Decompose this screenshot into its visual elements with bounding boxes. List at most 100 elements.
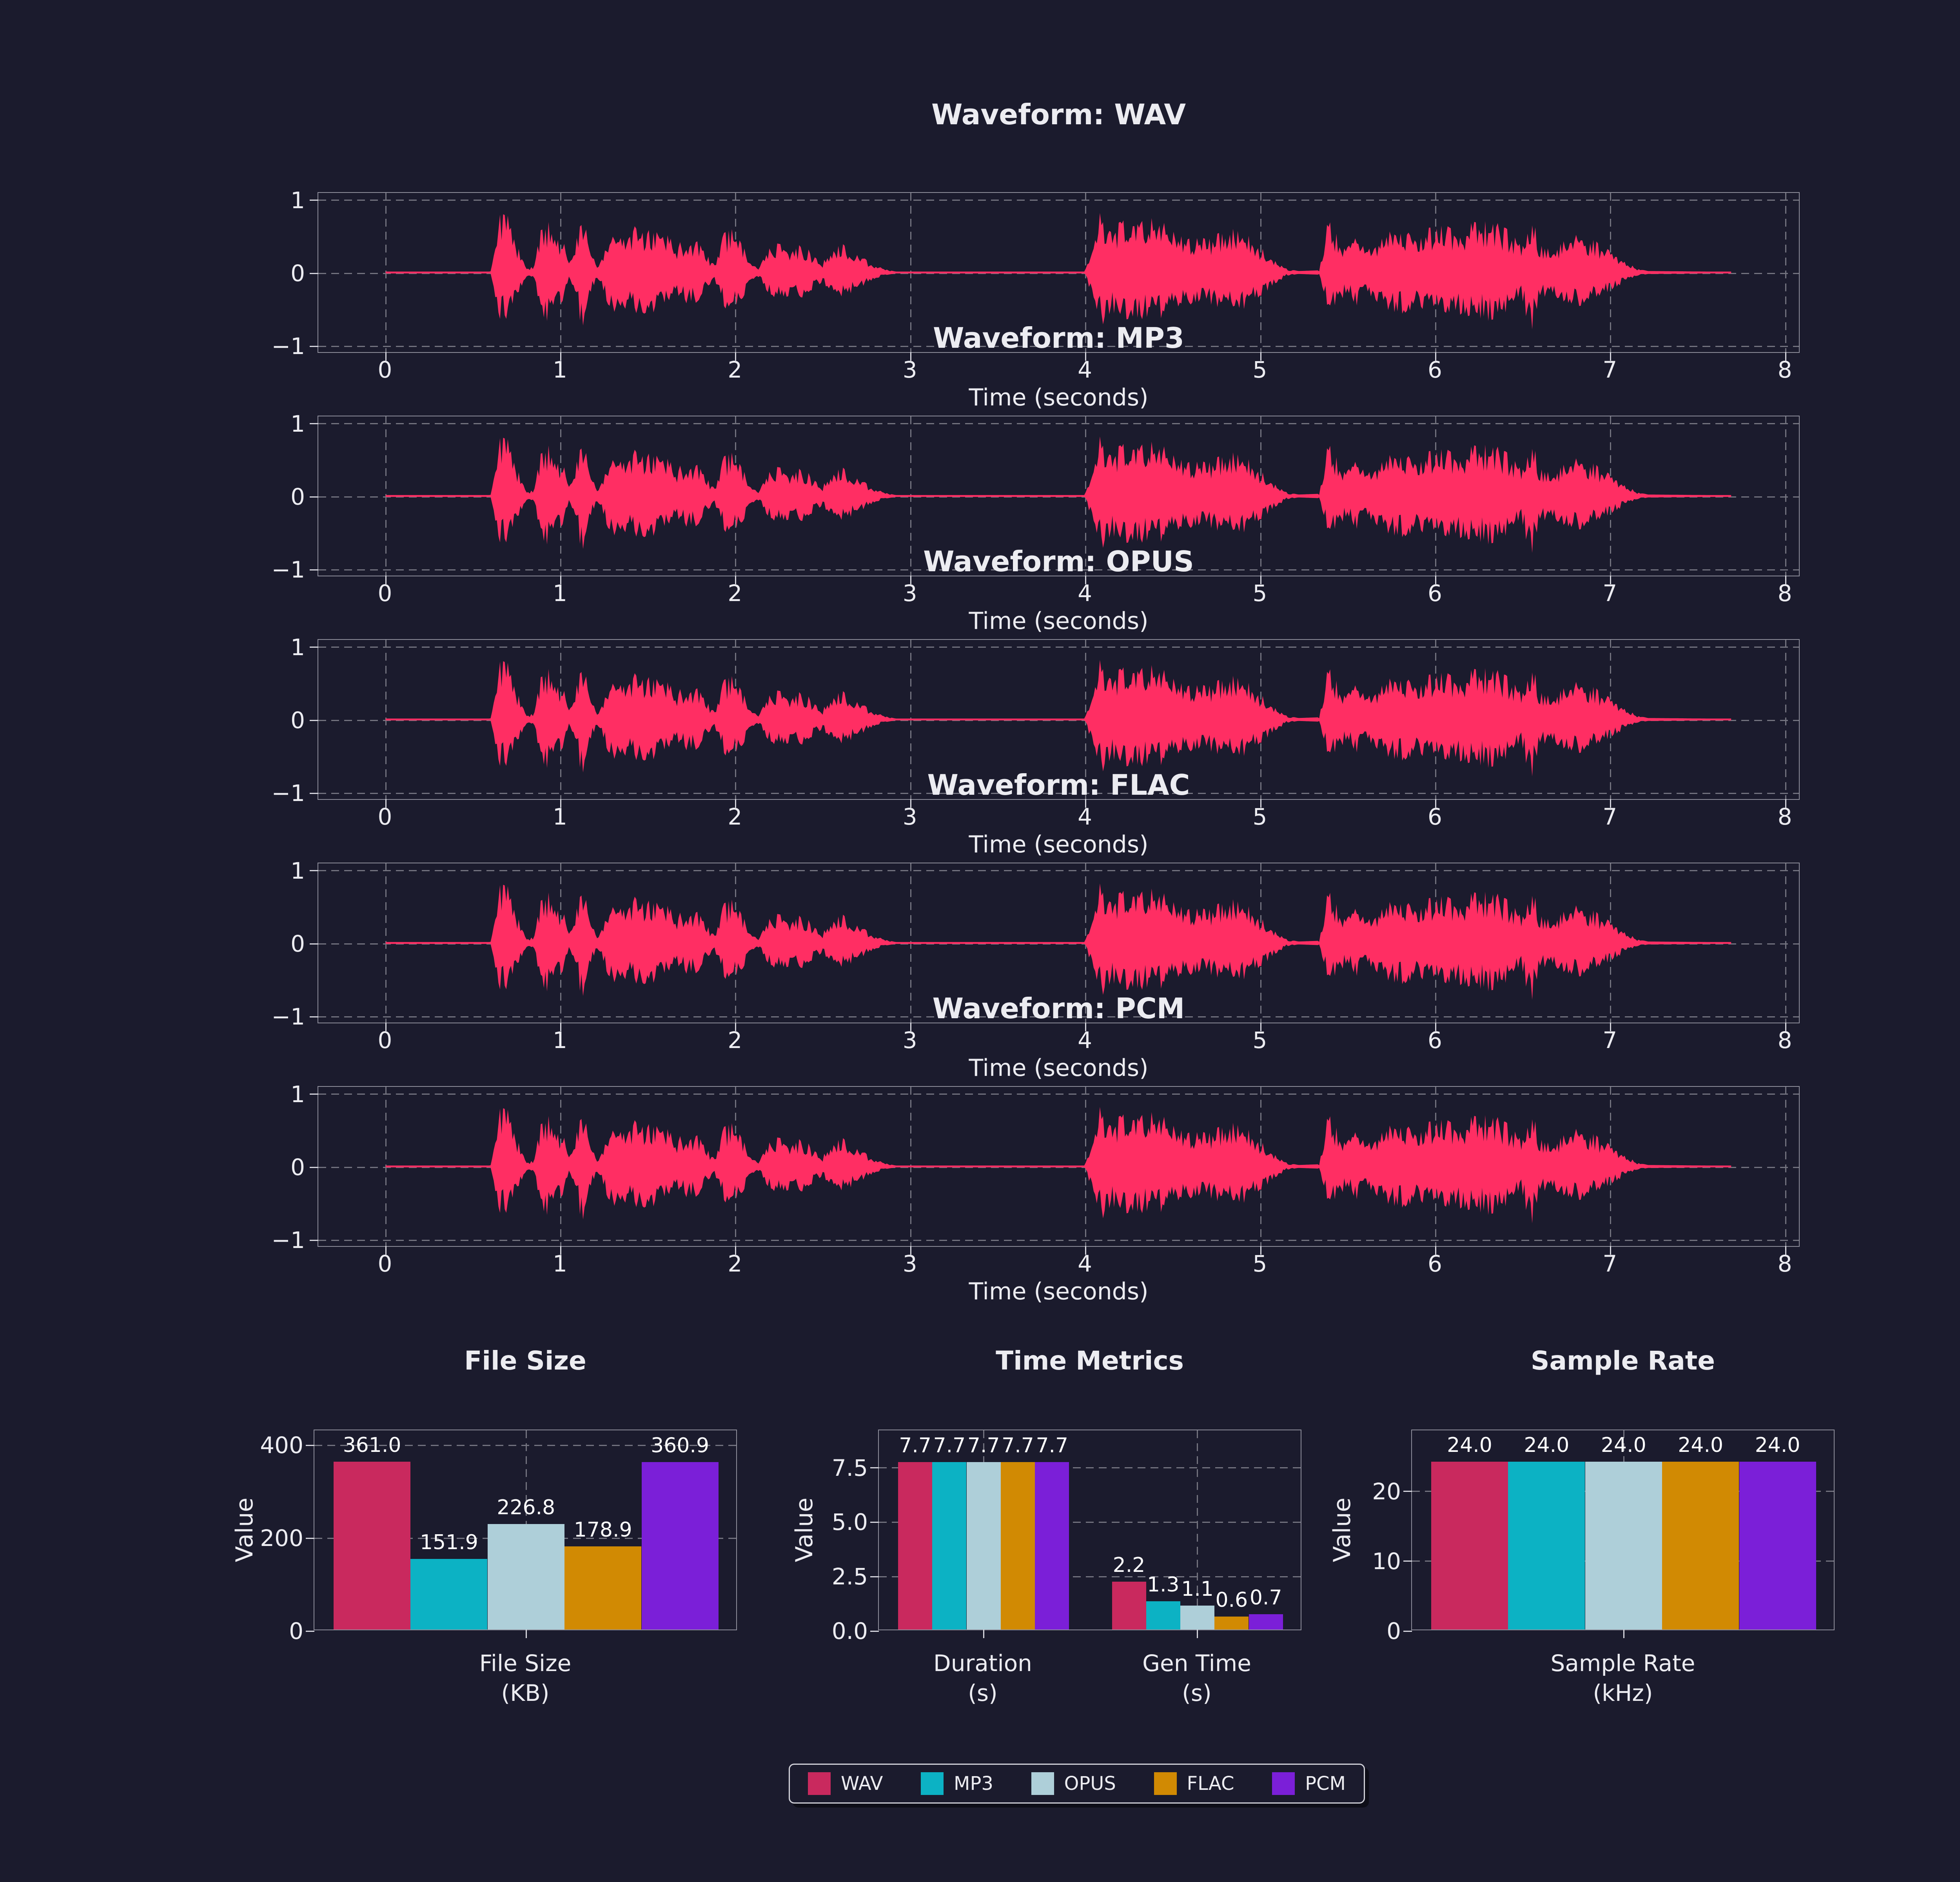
x-axis-tick-label: 6	[1427, 580, 1442, 607]
grid-line-vertical	[1785, 1087, 1786, 1246]
x-tick-mark	[910, 1246, 911, 1255]
category-line: Gen Time	[1142, 1650, 1251, 1677]
x-axis-tick-label: 7	[1602, 1027, 1617, 1054]
waveform-plot: 1 0 −1	[272, 411, 1800, 584]
y-axis-tick-label: 0	[290, 260, 305, 287]
x-axis-tick-label: 5	[1252, 1027, 1267, 1054]
y-tick-mark	[870, 1576, 879, 1577]
waveform-title: Waveform: WAV	[931, 98, 1186, 131]
bar-value-label: 1.3	[1147, 1573, 1180, 1597]
y-axis-tick-label: 0	[290, 930, 305, 957]
grid-line-horizontal	[318, 1239, 1799, 1241]
x-axis-tick-label: 1	[552, 1027, 567, 1054]
y-axis-tick-label: 0	[290, 707, 305, 734]
bar-opus	[1585, 1462, 1662, 1629]
chart-title: Sample Rate	[1530, 1346, 1715, 1376]
x-tick-mark	[560, 799, 561, 808]
x-axis-tick-label: 0	[377, 803, 392, 830]
x-tick-mark	[1610, 352, 1612, 361]
bar-value-label: 361.0	[343, 1433, 401, 1457]
x-axis-tick-label: 1	[552, 803, 567, 830]
x-axis-tick-label: 8	[1777, 1250, 1792, 1277]
x-tick-mark	[1085, 1246, 1087, 1255]
x-axis-tick-labels: 0 1 2 3 4 5 6 7 8	[318, 1026, 1800, 1054]
y-tick-mark	[310, 1016, 318, 1017]
grid-line-horizontal	[314, 1444, 736, 1446]
x-tick-mark	[910, 1023, 911, 1031]
grid-line-vertical	[1785, 863, 1786, 1023]
bar-flac	[1001, 1462, 1035, 1629]
x-axis-tick-label: 1	[552, 1250, 567, 1277]
y-axis-tick-label: 0	[290, 483, 305, 510]
y-tick-mark	[1403, 1491, 1412, 1492]
y-tick-mark	[310, 345, 318, 347]
waveform-path	[385, 883, 1731, 1000]
x-axis-tick-label: 5	[1252, 356, 1267, 383]
x-tick-mark	[1623, 1629, 1624, 1638]
x-axis-tick-label: 7	[1602, 1250, 1617, 1277]
x-tick-mark	[1260, 1023, 1261, 1031]
waveform-plot: 1 0 −1	[272, 634, 1800, 808]
x-tick-mark	[1085, 352, 1087, 361]
x-axis-tick-label: 0	[377, 1027, 392, 1054]
bar-value-label: 360.9	[651, 1433, 710, 1457]
legend-label: MP3	[954, 1773, 993, 1795]
x-axis-tick-label: 6	[1427, 356, 1442, 383]
x-tick-mark	[910, 799, 911, 808]
x-axis-tick-label: 7	[1602, 580, 1617, 607]
y-tick-mark	[310, 496, 318, 498]
x-tick-mark	[735, 576, 737, 584]
x-category-label: Sample Rate (kHz)	[1505, 1648, 1740, 1708]
x-tick-mark	[983, 1629, 984, 1638]
y-tick-mark	[310, 1239, 318, 1241]
x-tick-mark	[560, 1246, 561, 1255]
category-line: (s)	[1182, 1680, 1212, 1706]
bar-flac	[564, 1546, 642, 1629]
x-axis-tick-label: 4	[1078, 803, 1093, 830]
x-axis-tick-label: 2	[728, 803, 742, 830]
x-axis-tick-label: 4	[1078, 580, 1093, 607]
bar-wav	[1431, 1462, 1508, 1629]
x-category-label: File Size (KB)	[408, 1648, 643, 1708]
legend-item-wav: WAV	[808, 1772, 883, 1795]
y-tick-mark	[306, 1537, 314, 1539]
x-axis-label: Time (seconds)	[969, 831, 1149, 858]
x-axis-tick-labels: 0 1 2 3 4 5 6 7 8	[318, 579, 1800, 607]
x-axis-tick-labels: 0 1 2 3 4 5 6 7 8	[318, 356, 1800, 384]
y-axis-tick-label: 0	[289, 1618, 303, 1644]
x-axis-tick-label: 2	[728, 580, 742, 607]
waveform-trace-svg	[385, 660, 1731, 777]
y-axis-tick-label: −1	[271, 780, 305, 807]
legend-swatch-opus	[1031, 1772, 1054, 1795]
y-tick-mark	[310, 200, 318, 201]
legend-item-flac: FLAC	[1154, 1772, 1234, 1795]
bar-pcm	[1739, 1462, 1816, 1629]
chart-title: File Size	[464, 1346, 586, 1376]
x-axis-tick-label: 2	[728, 1250, 742, 1277]
bar-wav	[898, 1462, 933, 1629]
grid-line-horizontal	[318, 1094, 1799, 1095]
x-axis-tick-label: 5	[1252, 1250, 1267, 1277]
x-tick-mark	[1435, 799, 1436, 808]
x-tick-mark	[1260, 799, 1261, 808]
bar-flac	[1662, 1462, 1739, 1629]
x-axis-tick-label: 6	[1427, 803, 1442, 830]
x-axis-tick-label: 0	[377, 356, 392, 383]
y-tick-mark	[306, 1444, 314, 1446]
bar-value-label: 0.7	[1249, 1586, 1282, 1610]
x-axis-tick-label: 4	[1078, 1250, 1093, 1277]
waveform-title: Waveform: PCM	[932, 992, 1185, 1025]
legend-swatch-mp3	[921, 1772, 944, 1795]
y-axis-tick-label: 0	[1387, 1618, 1401, 1644]
y-axis-tick-label: 20	[1372, 1478, 1401, 1505]
category-line: (s)	[968, 1680, 998, 1706]
x-tick-mark	[735, 1246, 737, 1255]
y-tick-mark	[310, 792, 318, 794]
bar-pcm	[641, 1462, 719, 1629]
bar-opus	[966, 1462, 1001, 1629]
x-axis-tick-label: 3	[902, 1250, 917, 1277]
x-tick-mark	[735, 352, 737, 361]
bar-mp3	[1508, 1462, 1585, 1629]
x-axis-tick-label: 6	[1427, 1250, 1442, 1277]
